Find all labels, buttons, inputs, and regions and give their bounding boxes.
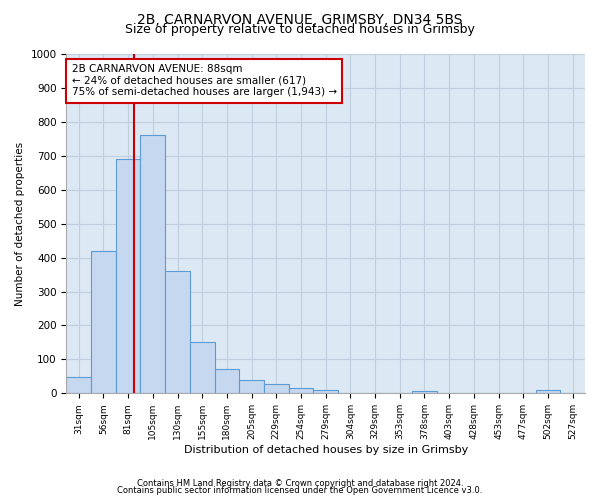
Bar <box>215 369 239 394</box>
Text: 2B, CARNARVON AVENUE, GRIMSBY, DN34 5BS: 2B, CARNARVON AVENUE, GRIMSBY, DN34 5BS <box>137 12 463 26</box>
Bar <box>412 390 437 394</box>
Text: Contains HM Land Registry data © Crown copyright and database right 2024.: Contains HM Land Registry data © Crown c… <box>137 478 463 488</box>
Text: Contains public sector information licensed under the Open Government Licence v3: Contains public sector information licen… <box>118 486 482 495</box>
Bar <box>165 271 190 394</box>
Bar <box>289 388 313 394</box>
Bar <box>91 251 116 394</box>
Bar <box>239 380 264 394</box>
Bar <box>190 342 215 394</box>
Bar <box>313 390 338 394</box>
Text: 2B CARNARVON AVENUE: 88sqm
← 24% of detached houses are smaller (617)
75% of sem: 2B CARNARVON AVENUE: 88sqm ← 24% of deta… <box>71 64 337 98</box>
Y-axis label: Number of detached properties: Number of detached properties <box>15 142 25 306</box>
Bar <box>67 378 91 394</box>
Text: Size of property relative to detached houses in Grimsby: Size of property relative to detached ho… <box>125 22 475 36</box>
Bar <box>264 384 289 394</box>
Bar <box>116 159 140 394</box>
X-axis label: Distribution of detached houses by size in Grimsby: Distribution of detached houses by size … <box>184 445 468 455</box>
Bar <box>536 390 560 394</box>
Bar <box>140 136 165 394</box>
